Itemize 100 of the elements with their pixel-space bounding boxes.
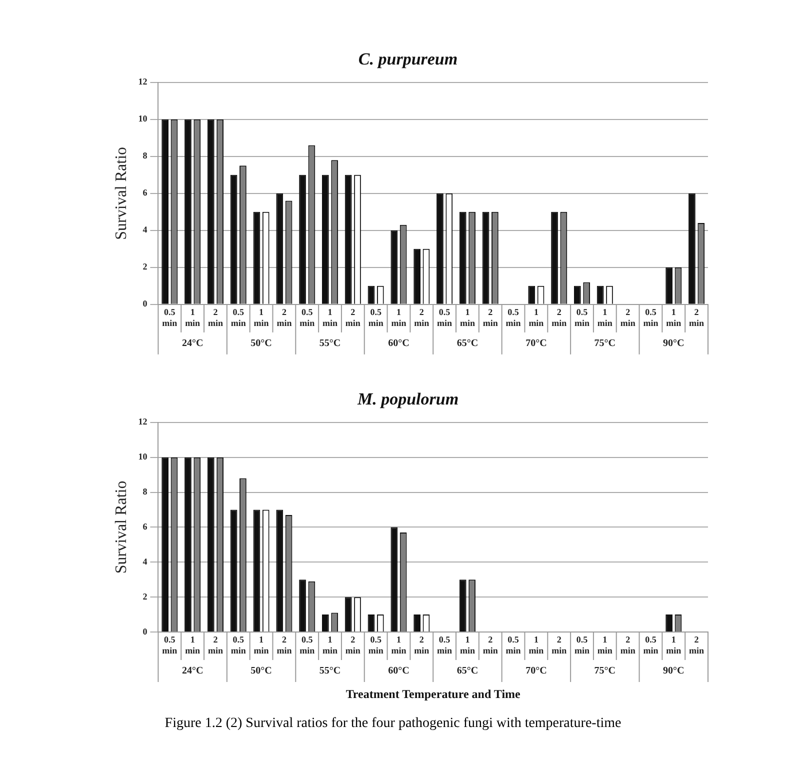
x-tick-label: 1 min [254, 307, 269, 328]
bar [253, 212, 260, 304]
text: 75°C [594, 338, 616, 349]
bar [551, 212, 558, 304]
x-tick-label: 0.5 min [300, 307, 315, 328]
x-tick-label: 0.5 min [643, 634, 658, 656]
bar [459, 212, 466, 304]
x-tick-label: 1 min [185, 307, 200, 328]
x-tick-label: 1 min [185, 634, 200, 656]
bar [207, 119, 214, 304]
x-tick-label: 0.5 min [506, 634, 521, 656]
x-tick-label: 1 min [391, 634, 406, 656]
x-tick-label: 2 min [208, 307, 223, 328]
x-tick-label: 2 min [482, 307, 498, 328]
x-tick-label: 0.5 min [437, 634, 452, 656]
x-tick-label: 2 min [689, 307, 704, 328]
bar [436, 193, 444, 304]
y-tick-label: 6 [142, 188, 148, 198]
x-tick-label: 2 min [620, 634, 636, 656]
bar [414, 248, 420, 304]
x-tick-label: 1 min [666, 634, 682, 656]
bar [368, 286, 375, 304]
bar [390, 230, 398, 304]
text: 60°C [388, 666, 410, 677]
text: 50°C [250, 338, 272, 349]
x-tick-label: 0.5 min [162, 307, 178, 328]
x-tick-label: 1 min [666, 307, 682, 328]
x-tick-label: 2 min [482, 634, 498, 656]
x-tick-label: 0.5 min [368, 634, 384, 656]
y-axis-title: Survival Ratio [112, 146, 130, 240]
caption: Figure 1.2 (2) Survival ratios for the four pathogenic fungi with temperature-time [164, 716, 622, 732]
y-tick-label: 12 [138, 76, 148, 87]
y-tick-label: 0 [142, 626, 148, 636]
x-tick-label: 1 min [460, 307, 475, 328]
chart-title: M. populorum [356, 390, 459, 409]
x-tick-label: 1 min [528, 634, 544, 656]
text: 24°C [182, 666, 204, 677]
text: 70°C [526, 666, 547, 677]
bar [368, 614, 375, 632]
x-tick-label: 0.5 min [300, 634, 315, 656]
bar [276, 193, 284, 304]
x-tick-label: 1 min [460, 634, 475, 656]
bar [299, 580, 306, 632]
x-tick-label: 0.5 min [368, 307, 384, 328]
x-tick-label: 0.5 min [230, 634, 246, 656]
text: 24°C [182, 338, 204, 349]
chart-title: C. purpureum [358, 50, 458, 69]
x-tick-label: 2 min [414, 634, 430, 656]
y-tick-label: 4 [142, 556, 148, 566]
bar [688, 193, 696, 304]
bar [299, 174, 306, 304]
x-tick-label: 0.5 min [506, 307, 521, 328]
x-tick-label: 2 min [414, 307, 430, 328]
y-tick-label: 6 [142, 522, 148, 532]
bar [666, 267, 672, 304]
bar [162, 119, 169, 304]
x-tick-label: 0.5 min [643, 307, 658, 328]
x-tick-label: 2 min [276, 307, 292, 328]
bar [184, 457, 192, 632]
text: 60°C [388, 338, 410, 349]
x-tick-label: 1 min [322, 634, 338, 656]
bar [596, 286, 604, 304]
x-axis-title: Treatment Temperature and Time [346, 686, 522, 701]
x-tick-label: 1 min [391, 307, 406, 328]
text: 55°C [319, 338, 341, 349]
bar [459, 580, 466, 632]
text: 50°C [250, 666, 272, 677]
bar [482, 212, 490, 304]
y-tick-label: 12 [138, 416, 148, 427]
bar [253, 510, 260, 632]
bar [276, 510, 284, 632]
text: 65°C [456, 666, 478, 677]
x-tick-label: 2 min [345, 634, 360, 656]
bar [344, 174, 352, 304]
bar [207, 457, 214, 632]
bar [344, 597, 352, 632]
x-tick-label: 2 min [208, 634, 223, 656]
text: 90°C [663, 338, 684, 349]
y-tick-label: 4 [142, 224, 148, 235]
x-tick-label: 1 min [597, 634, 612, 656]
y-tick-label: 10 [138, 452, 148, 462]
bar [666, 614, 672, 632]
bar [322, 614, 329, 632]
y-tick-label: 0 [142, 298, 148, 309]
x-tick-label: 0.5 min [437, 307, 452, 328]
x-tick-label: 0.5 min [574, 634, 590, 656]
text: 90°C [663, 666, 684, 677]
text: 55°C [319, 666, 341, 677]
text: 70°C [526, 338, 547, 349]
bar [230, 174, 238, 304]
y-axis-title: Survival Ratio [112, 480, 130, 574]
x-tick-label: 0.5 min [574, 307, 590, 328]
text: 75°C [594, 666, 616, 677]
y-tick-label: 8 [142, 150, 148, 161]
bar [528, 286, 536, 304]
bar [414, 614, 420, 632]
text: 65°C [456, 338, 478, 349]
x-tick-label: 2 min [689, 634, 704, 656]
x-tick-label: 0.5 min [162, 634, 178, 656]
bar [322, 174, 329, 304]
